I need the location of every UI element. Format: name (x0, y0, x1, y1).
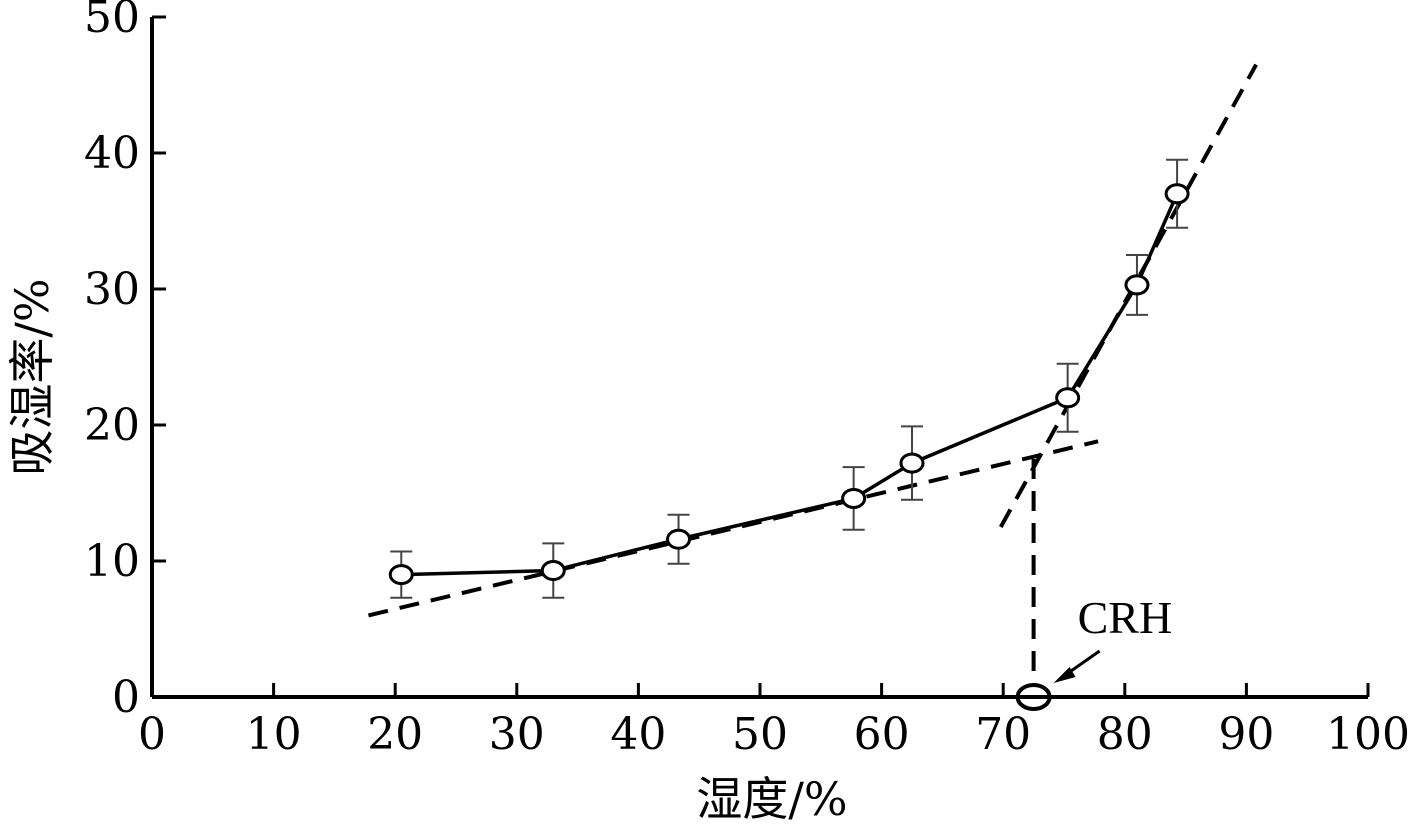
x-tick-label: 90 (1218, 709, 1274, 760)
data-point (1124, 274, 1150, 296)
data-point (388, 564, 414, 586)
series-line (401, 193, 1179, 577)
y-tick-label: 20 (84, 400, 140, 451)
x-tick-label: 30 (489, 709, 545, 760)
x-tick-label: 50 (732, 709, 788, 760)
y-tick-label: 0 (112, 672, 140, 723)
crh-arrow-head (1053, 667, 1076, 683)
x-tick-label: 10 (246, 709, 302, 760)
data-point (666, 528, 692, 550)
y-axis-title: 吸湿率/% (5, 278, 59, 475)
crh-marker (1015, 683, 1052, 711)
y-tick-label: 50 (84, 0, 140, 43)
data-point (841, 487, 867, 509)
y-tick-label: 30 (84, 264, 140, 315)
x-tick-label: 70 (975, 709, 1031, 760)
crh-label: CRH (1078, 592, 1173, 643)
data-point (1055, 387, 1081, 409)
y-tick-label: 10 (84, 536, 140, 587)
x-tick-label: 40 (610, 709, 666, 760)
x-tick-label: 100 (1326, 709, 1410, 760)
x-tick-label: 0 (138, 709, 166, 760)
data-point (540, 560, 566, 582)
data-point (1164, 183, 1190, 205)
x-tick-label: 60 (854, 709, 910, 760)
x-tick-label: 20 (367, 709, 423, 760)
x-tick-label: 80 (1097, 709, 1153, 760)
fit-line (367, 439, 1099, 618)
y-tick-label: 40 (84, 128, 140, 179)
data-point (899, 452, 925, 474)
x-axis-title: 湿度/% (696, 772, 847, 826)
